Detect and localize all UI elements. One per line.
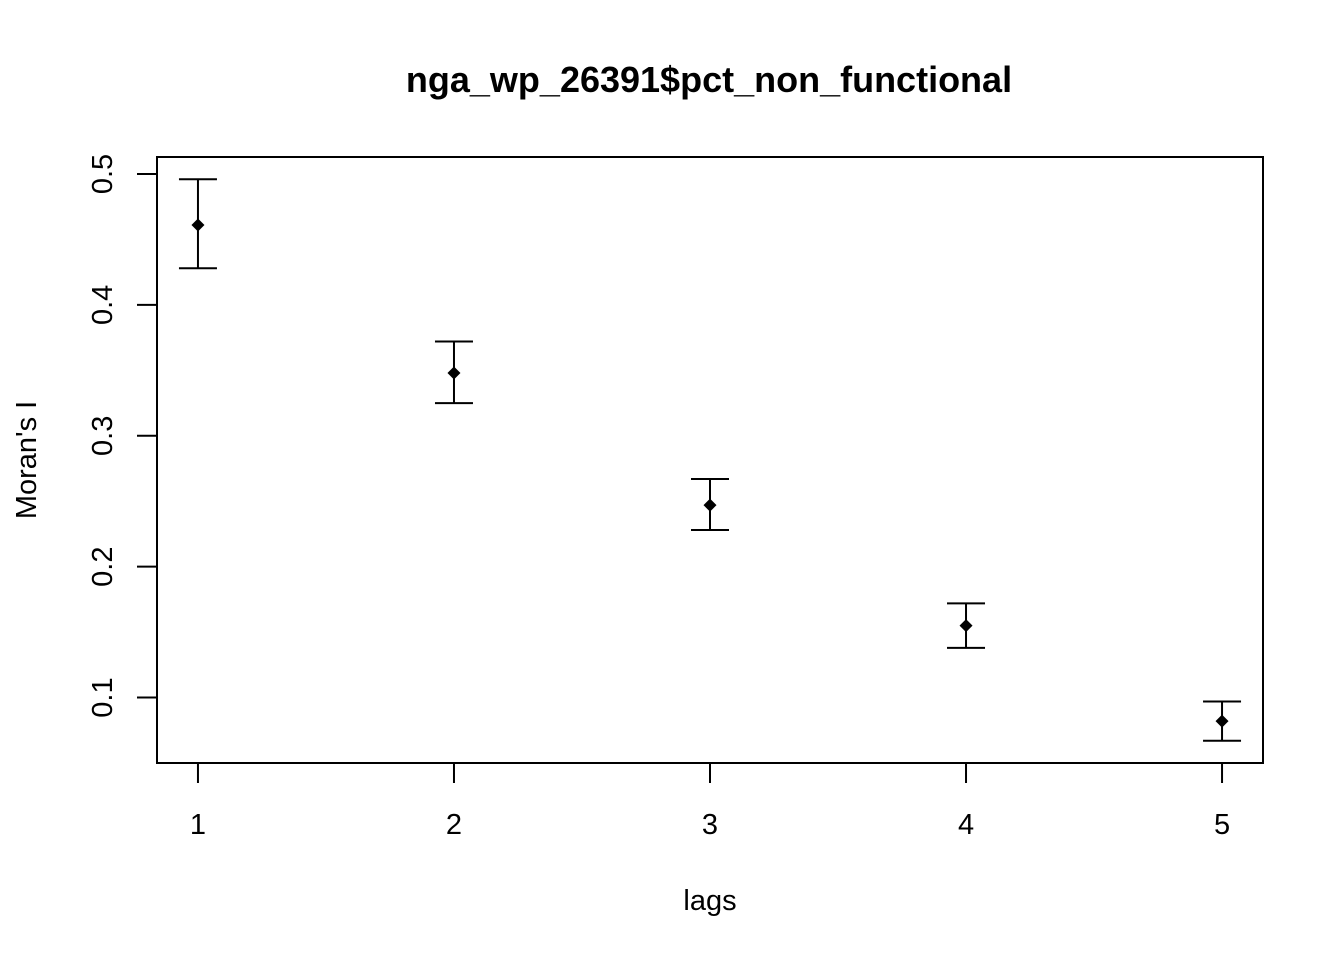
- data-point: [959, 619, 973, 633]
- x-axis: 1 2 3 4 5: [190, 763, 1230, 841]
- y-tick-label: 0.3: [87, 416, 119, 456]
- x-tick-label: 1: [190, 809, 206, 841]
- data-point: [447, 366, 461, 380]
- data-point: [1215, 714, 1229, 728]
- data-point: [703, 498, 717, 512]
- x-tick-label: 4: [958, 809, 974, 841]
- x-tick-label: 3: [702, 809, 718, 841]
- data-point: [191, 218, 205, 232]
- y-tick-label: 0.4: [87, 285, 119, 325]
- y-tick-label: 0.2: [87, 547, 119, 587]
- x-tick-label: 5: [1214, 809, 1230, 841]
- y-axis: 0.1 0.2 0.3 0.4 0.5: [87, 154, 157, 718]
- plot-frame: [156, 156, 1264, 764]
- x-tick-label: 2: [446, 809, 462, 841]
- y-axis-label: Moran's I: [11, 401, 43, 519]
- y-tick-label: 0.1: [87, 677, 119, 717]
- x-axis-label: lags: [683, 885, 736, 917]
- data-series: [178, 178, 1242, 742]
- chart-title: nga_wp_26391$pct_non_functional: [406, 59, 1012, 100]
- y-tick-label: 0.5: [87, 154, 119, 194]
